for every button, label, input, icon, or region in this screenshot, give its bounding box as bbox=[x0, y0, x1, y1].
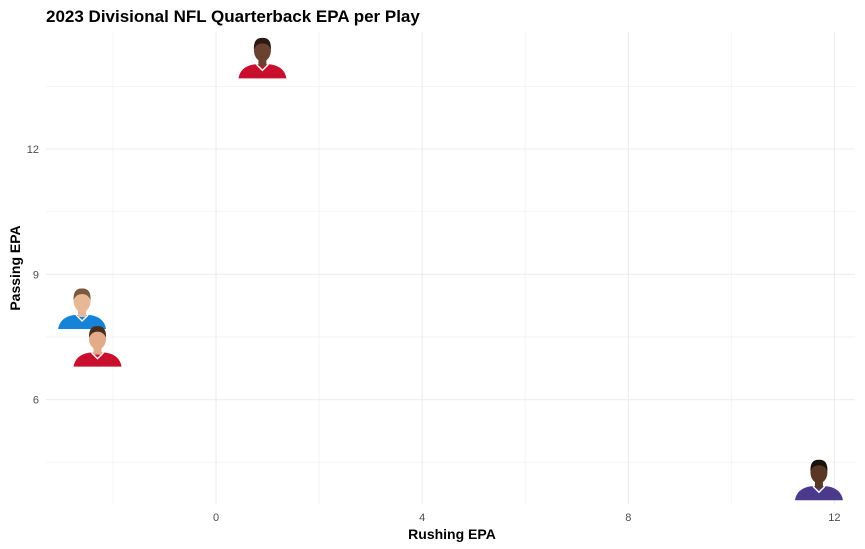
x-tick-label: 12 bbox=[828, 512, 840, 524]
y-tick-label: 9 bbox=[33, 269, 39, 281]
x-axis-title: Rushing EPA bbox=[408, 526, 496, 542]
y-tick-label: 12 bbox=[27, 144, 39, 156]
x-tick-label: 8 bbox=[625, 512, 631, 524]
x-tick-label: 0 bbox=[213, 512, 219, 524]
x-tick-label: 4 bbox=[419, 512, 425, 524]
y-axis-title: Passing EPA bbox=[7, 225, 23, 310]
y-tick-label: 6 bbox=[33, 395, 39, 407]
chart-title: 2023 Divisional NFL Quarterback EPA per … bbox=[46, 7, 420, 26]
